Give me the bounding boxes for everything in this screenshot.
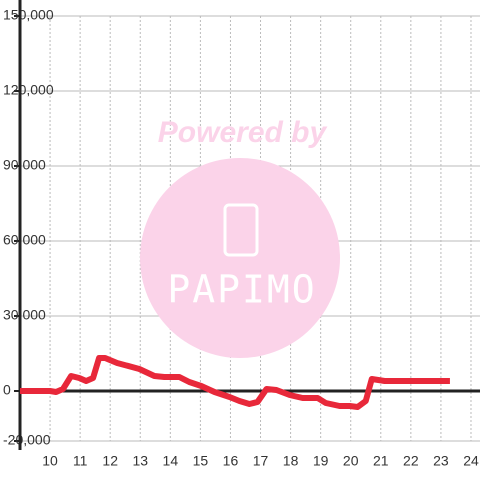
y-tick-label: 120,000 xyxy=(3,82,54,98)
line-series xyxy=(20,355,450,410)
x-tick-label: 12 xyxy=(102,453,118,469)
watermark-logo: PAPIMO xyxy=(167,268,316,312)
x-tick-label: 23 xyxy=(433,453,449,469)
x-tick-label: 16 xyxy=(223,453,239,469)
x-tick-label: 10 xyxy=(42,453,58,469)
watermark-icon xyxy=(223,203,259,257)
y-tick-label: 30,000 xyxy=(3,307,46,323)
x-tick-label: 13 xyxy=(132,453,148,469)
watermark: Powered by PAPIMO xyxy=(140,116,340,358)
y-tick-label: 60,000 xyxy=(3,232,46,248)
x-tick-label: 17 xyxy=(253,453,269,469)
y-tick-label: 90,000 xyxy=(3,157,46,173)
x-tick-label: 14 xyxy=(163,453,179,469)
x-tick-label: 20 xyxy=(343,453,359,469)
watermark-circle xyxy=(140,158,340,358)
x-tick-label: 24 xyxy=(463,453,479,469)
x-tick-label: 22 xyxy=(403,453,419,469)
watermark-text: Powered by xyxy=(158,116,328,149)
y-tick-label: -20,000 xyxy=(3,432,51,448)
x-tick-label: 21 xyxy=(373,453,389,469)
x-tick-label: 15 xyxy=(193,453,209,469)
x-tick-label: 18 xyxy=(283,453,299,469)
x-tick-label: 11 xyxy=(73,453,88,469)
x-tick-label: 19 xyxy=(313,453,329,469)
y-tick-label: 0 xyxy=(3,382,11,398)
y-tick-label: 150,000 xyxy=(3,7,54,23)
